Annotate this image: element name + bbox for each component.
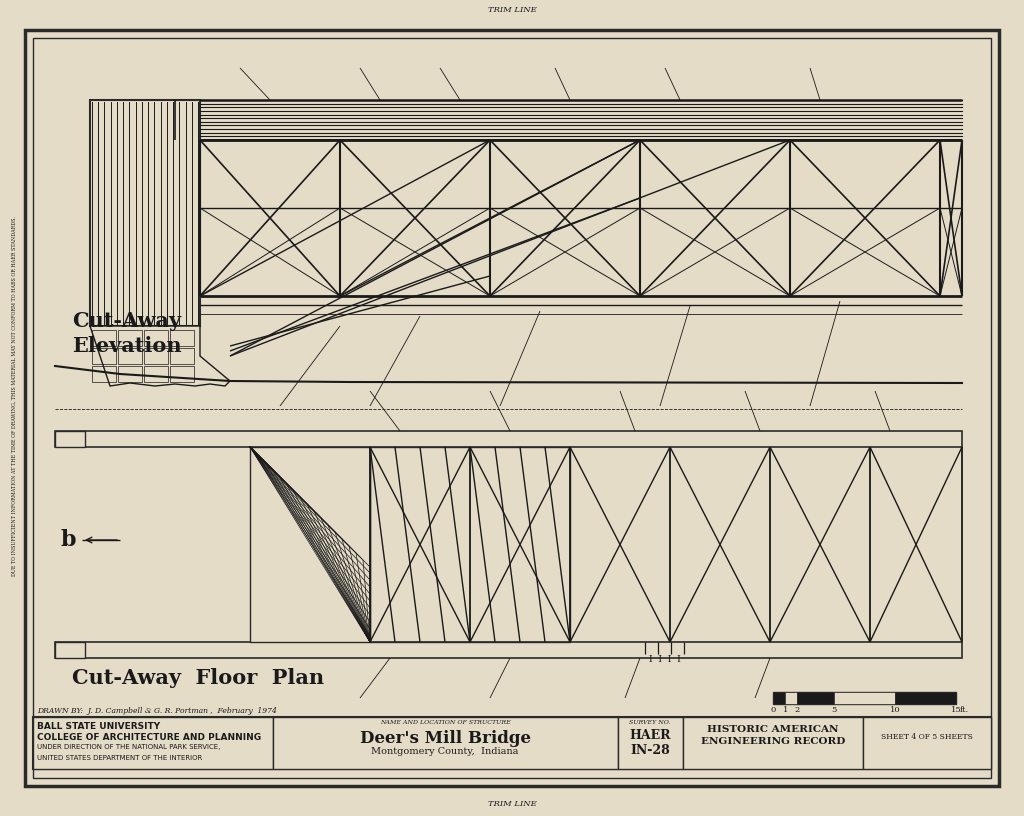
Bar xyxy=(55,642,85,658)
Bar xyxy=(834,692,895,704)
Bar xyxy=(170,348,194,364)
Text: ft.: ft. xyxy=(961,706,969,714)
Bar xyxy=(785,692,798,704)
Text: TRIM LINE: TRIM LINE xyxy=(487,800,537,808)
Bar xyxy=(863,717,991,769)
Text: Cut-Away  Floor  Plan: Cut-Away Floor Plan xyxy=(72,668,325,688)
Text: Cut-Away
Elevation: Cut-Away Elevation xyxy=(72,311,181,356)
Text: TRIM LINE: TRIM LINE xyxy=(487,6,537,14)
Bar xyxy=(92,366,116,382)
Bar xyxy=(55,431,962,447)
Text: HAER
IN-28: HAER IN-28 xyxy=(630,729,671,757)
Text: 15: 15 xyxy=(950,706,962,714)
Bar xyxy=(170,366,194,382)
Text: SURVEY NO.: SURVEY NO. xyxy=(630,720,671,725)
Bar xyxy=(92,330,116,346)
Text: b: b xyxy=(60,529,76,551)
Bar xyxy=(773,692,785,704)
Bar xyxy=(118,348,142,364)
Bar xyxy=(170,330,194,346)
Text: 1: 1 xyxy=(782,706,787,714)
Text: COLLEGE OF ARCHITECTURE AND PLANNING: COLLEGE OF ARCHITECTURE AND PLANNING xyxy=(37,733,261,742)
Bar xyxy=(33,717,273,769)
Bar xyxy=(55,431,85,447)
Text: HISTORIC AMERICAN
ENGINEERING RECORD: HISTORIC AMERICAN ENGINEERING RECORD xyxy=(700,725,845,747)
Text: Montgomery County,  Indiana: Montgomery County, Indiana xyxy=(372,747,519,756)
Text: 0: 0 xyxy=(770,706,775,714)
Text: 2: 2 xyxy=(795,706,800,714)
Bar xyxy=(144,366,168,382)
Text: I  I  I  I: I I I I xyxy=(649,655,681,664)
Text: BALL STATE UNIVERSITY: BALL STATE UNIVERSITY xyxy=(37,722,160,731)
Text: 5: 5 xyxy=(831,706,837,714)
Text: UNITED STATES DEPARTMENT OF THE INTERIOR: UNITED STATES DEPARTMENT OF THE INTERIOR xyxy=(37,755,203,761)
Bar xyxy=(773,692,956,704)
Bar xyxy=(33,717,991,769)
Bar xyxy=(273,717,618,769)
Bar xyxy=(118,366,142,382)
Bar xyxy=(90,100,200,326)
Bar xyxy=(55,642,962,658)
Text: SHEET 4 OF 5 SHEETS: SHEET 4 OF 5 SHEETS xyxy=(881,733,973,741)
Bar xyxy=(895,692,956,704)
Bar xyxy=(618,717,683,769)
Text: DUE TO INSUFFICIENT INFORMATION AT THE TIME OF DRAWING, THIS MATERIAL MAY NOT CO: DUE TO INSUFFICIENT INFORMATION AT THE T… xyxy=(11,216,16,576)
Bar xyxy=(798,692,834,704)
Bar xyxy=(144,348,168,364)
Bar xyxy=(92,348,116,364)
Bar xyxy=(683,717,863,769)
Bar xyxy=(250,447,370,642)
Text: 10: 10 xyxy=(890,706,900,714)
Text: NAME AND LOCATION OF STRUCTURE: NAME AND LOCATION OF STRUCTURE xyxy=(380,720,510,725)
Bar xyxy=(370,447,570,642)
Text: UNDER DIRECTION OF THE NATIONAL PARK SERVICE,: UNDER DIRECTION OF THE NATIONAL PARK SER… xyxy=(37,744,220,750)
Polygon shape xyxy=(90,326,230,386)
Text: DRAWN BY:  J. D. Campbell & G. R. Portman ,  February  1974: DRAWN BY: J. D. Campbell & G. R. Portman… xyxy=(37,707,276,715)
Bar xyxy=(118,330,142,346)
Text: Deer's Mill Bridge: Deer's Mill Bridge xyxy=(359,730,530,747)
Bar xyxy=(144,330,168,346)
